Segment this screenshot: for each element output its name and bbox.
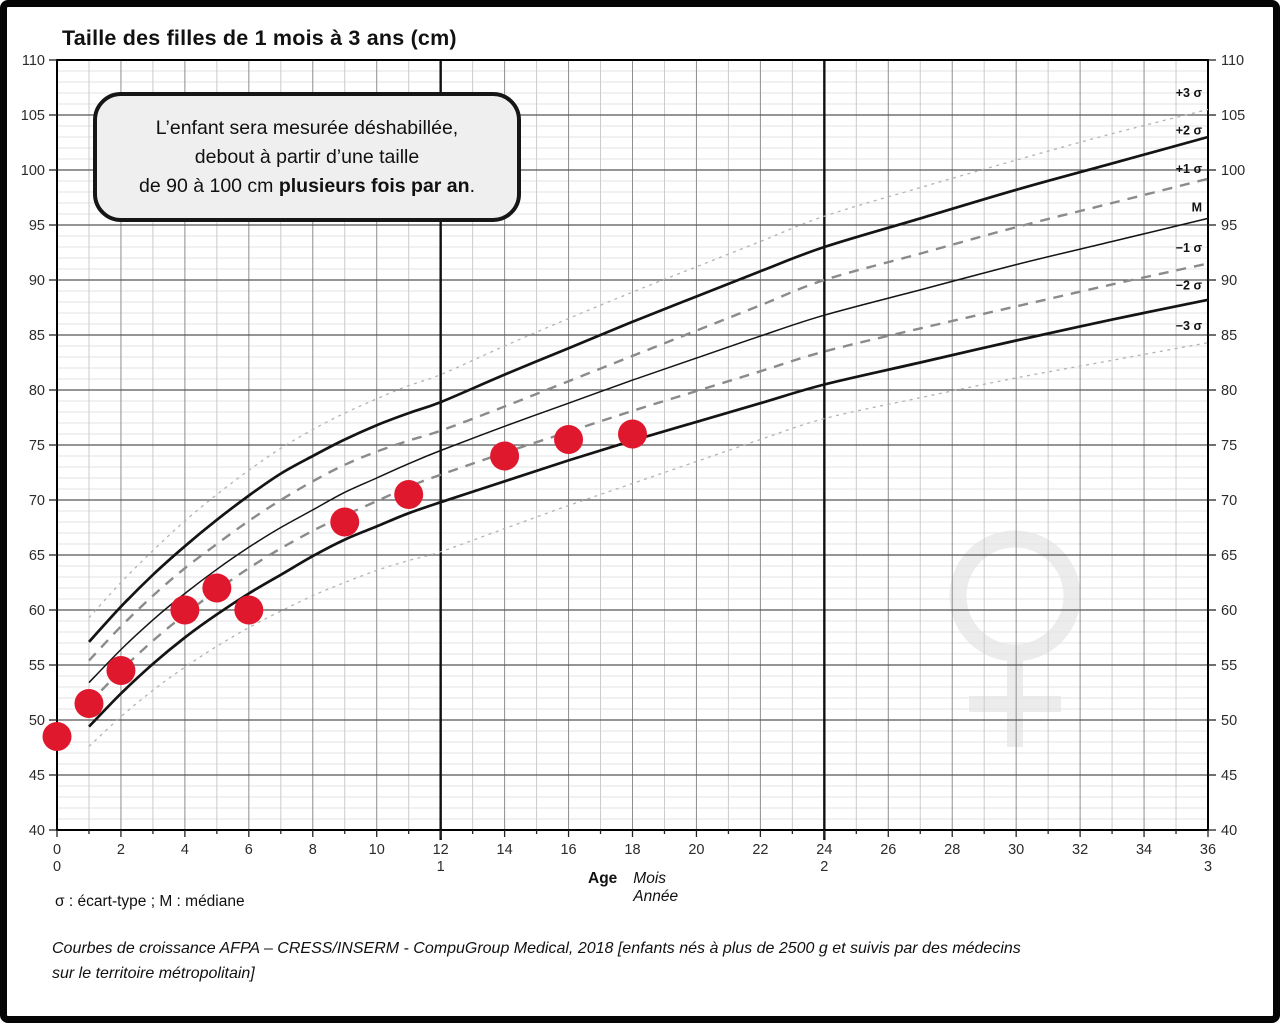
x-axis-label: 22 [752,842,768,858]
age-label: Age [588,870,618,887]
x-axis-label: 26 [880,842,896,858]
y-axis-label-right: 40 [1221,823,1237,839]
y-axis-label-left: 90 [29,273,45,289]
grid-minor [57,60,1208,830]
y-axis-label-left: 70 [29,493,45,509]
sigma-curve-labels: +3 σ +2 σ +1 σ M −1 σ −2 σ −3 σ [1176,86,1203,333]
data-point [74,689,104,718]
x-axis-label: 8 [309,842,317,858]
data-point [234,595,264,625]
data-point [330,507,360,537]
x-axis-label: 34 [1136,842,1152,858]
curve-label: −2 σ [1176,279,1203,293]
y-axis-label-right: 105 [1221,108,1245,124]
x-axis-year-label: 1 [437,859,445,875]
plot-border-and-ticks [49,59,1216,837]
y-axis-label-left: 75 [29,438,45,454]
y-axis-label-right: 60 [1221,603,1237,619]
patient-data-points [42,419,647,751]
y-axis-label-left: 60 [29,603,45,619]
callout-line-1: L’enfant sera mesurée déshabillée, [155,116,459,139]
page-title: Taille des filles de 1 mois à 3 ans (cm) [62,26,457,50]
x-axis-year-label: 3 [1204,859,1212,875]
curve-label: +3 σ [1176,86,1203,100]
x-axis-label: 20 [688,842,704,858]
y-axis-label-right: 110 [1221,53,1244,69]
curve-−3σ [88,342,1209,747]
x-axis-label: 16 [560,842,576,858]
x-axis-label: 12 [433,842,449,858]
x-axis-title: Age Mois Année [588,870,678,906]
x-axis-label: 14 [497,842,513,858]
y-axis-label-left: 65 [29,548,45,564]
data-point [394,480,424,509]
curve-label: −3 σ [1176,319,1203,333]
x-axis-year-label: 0 [53,859,61,875]
curve-M [88,217,1209,684]
x-axis-label: 24 [816,842,832,858]
age-unit-months: Mois [633,870,667,887]
data-point [202,573,232,603]
y-axis-label-right: 90 [1221,273,1237,289]
sigma-legend-note: σ : écart-type ; M : médiane [55,893,245,910]
y-axis-label-left: 85 [29,328,45,344]
curve-label: +2 σ [1176,123,1203,137]
y-axis-label-right: 50 [1221,713,1237,729]
y-axis-label-left: 80 [29,383,45,399]
source-line-1: Courbes de croissance AFPA – CRESS/INSER… [52,940,1021,957]
y-axis-label-right: 55 [1221,658,1237,674]
x-axis-label: 32 [1072,842,1088,858]
age-unit-years: Année [633,888,679,905]
x-axis-label: 18 [624,842,640,858]
age-units: Mois Année [633,870,678,906]
y-axis-label-right: 85 [1221,328,1237,344]
y-axis-label-left: 40 [29,823,45,839]
data-point [106,656,136,685]
y-axis-label-right: 100 [1221,163,1245,179]
y-axis-label-right: 65 [1221,548,1237,564]
y-axis-label-right: 75 [1221,438,1237,454]
x-axis-label: 36 [1200,842,1216,858]
y-axis-label-left: 95 [29,218,45,234]
data-point [42,722,72,751]
callout-line-3: de 90 à 100 cm plusieurs fois par an. [139,174,475,197]
y-axis-label-right: 95 [1221,218,1237,234]
grid-major [57,114,1208,776]
x-axis-label: 6 [245,842,253,858]
curve-label: −1 σ [1176,241,1203,255]
y-axis-label-right: 70 [1221,493,1237,509]
curve-label: +1 σ [1176,162,1203,176]
data-point [618,419,647,449]
x-axis-label: 28 [944,842,960,858]
y-axis-label-left: 50 [29,713,45,729]
source-citation: Courbes de croissance AFPA – CRESS/INSER… [52,936,1232,986]
y-axis-label-left: 105 [21,108,45,124]
data-point [170,595,200,625]
source-line-2: sur le territoire métropolitain] [52,965,255,982]
measurement-callout-box: L’enfant sera mesurée déshabillée, debou… [93,92,521,222]
x-axis-label: 4 [181,842,189,858]
curve-label: M [1192,200,1202,214]
y-axis-label-left: 55 [29,658,45,674]
curve-+1σ [88,177,1209,662]
callout-line-2: debout à partir d’une taille [194,145,420,168]
x-axis-year-label: 2 [820,859,828,875]
data-point [490,441,520,471]
y-axis-label-left: 110 [22,53,45,69]
data-point [554,425,584,454]
x-axis-label: 30 [1008,842,1024,858]
y-axis-label-left: 45 [29,768,45,784]
curve-+3σ [88,108,1209,619]
y-axis-label-left: 100 [21,163,45,179]
x-axis-label: 10 [369,842,385,858]
x-axis-label: 0 [53,842,61,858]
y-axis-label-right: 80 [1221,383,1237,399]
curve-+2σ [87,135,1209,643]
x-axis-label: 2 [117,842,125,858]
curve-−2σ [88,298,1209,728]
y-axis-label-right: 45 [1221,768,1237,784]
